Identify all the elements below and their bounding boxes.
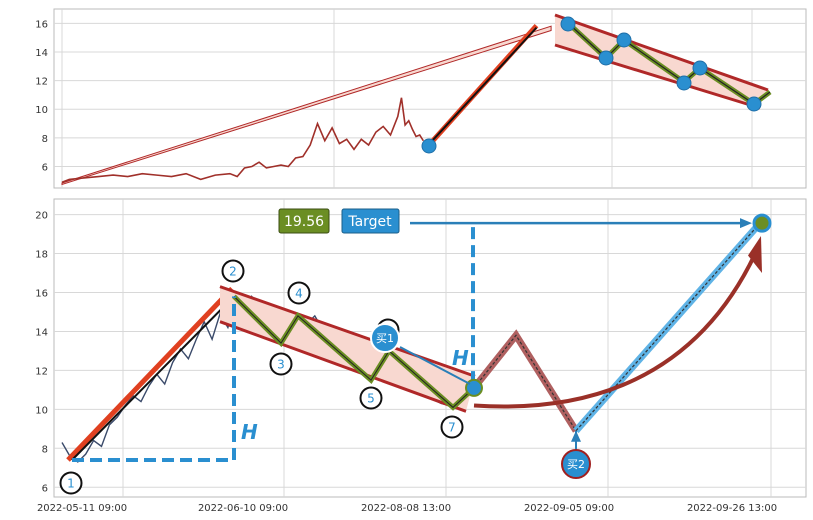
price-value-label: 19.56 [284, 214, 324, 230]
h-label-lower: H [241, 420, 258, 444]
wave-label-3: 3 [277, 358, 285, 372]
top-up-trend [426, 26, 538, 148]
wave-label-1: 1 [67, 477, 75, 491]
h-label-upper: H [452, 346, 469, 370]
chart-annotations: 19.56 Target H H [241, 208, 469, 444]
bottom-ytick-12: 12 [35, 366, 48, 377]
bottom-plot-area [53, 198, 807, 498]
bottom-ytick-18: 18 [35, 250, 48, 261]
wave-label-4: 4 [295, 287, 303, 301]
top-down-channel-upper [554, 13, 769, 92]
top-wave-marker-4 [676, 75, 692, 91]
top-ytick-16: 16 [35, 19, 48, 30]
top-long-channel [61, 25, 552, 186]
top-wave-marker-1 [560, 16, 576, 32]
top-ytick-12: 12 [35, 77, 48, 88]
curve-arrow-head [748, 236, 762, 274]
wave-label-2: 2 [229, 265, 237, 279]
top-wave-marker-5 [692, 60, 708, 76]
top-down-channel-lower [554, 43, 761, 110]
bottom-ytick-14: 14 [35, 327, 48, 338]
wave-label-7: 7 [448, 421, 456, 435]
curve-arrow [473, 246, 760, 409]
target-label: Target [347, 214, 392, 230]
wave-label-5: 5 [367, 392, 375, 406]
top-wave-marker-6 [746, 96, 762, 112]
projection-rise-trace [575, 222, 761, 432]
bottom-down-channel-lower [219, 320, 467, 413]
top-ytick-14: 14 [35, 48, 48, 59]
bottom-wave-trace [233, 296, 475, 409]
bottom-ytick-8: 8 [42, 444, 48, 455]
top-chart-panel: 6 8 10 12 14 16 [35, 8, 807, 189]
bottom-xtick-0: 2022-05-11 09:00 [37, 503, 127, 514]
target-arrow-head [740, 218, 752, 229]
wave-label-circle-3 [269, 352, 293, 376]
bottom-h-measure-lower [72, 296, 236, 462]
bottom-down-channel-upper [219, 285, 476, 378]
buy-label-1: 买1 [376, 332, 394, 345]
top-wave-marker-0 [421, 138, 437, 154]
bottom-xtick-3: 2022-09-05 09:00 [524, 503, 614, 514]
projection-path-trace [473, 334, 577, 432]
top-wave-marker-3 [616, 32, 632, 48]
bottom-up-channel [66, 286, 234, 462]
top-ytick-6: 6 [42, 163, 48, 174]
target-marker [752, 213, 772, 233]
wave-label-circle-1 [59, 471, 83, 495]
buy2-arrow-head [571, 430, 581, 442]
target-box: Target [341, 208, 400, 234]
bottom-xtick-4: 2022-09-26 13:00 [687, 503, 777, 514]
bottom-xtick-1: 2022-06-10 09:00 [198, 503, 288, 514]
bottom-up-trend [71, 295, 235, 461]
buy1-connector [399, 346, 471, 385]
top-price-line [61, 97, 425, 184]
bottom-down-channel-fill [220, 286, 475, 412]
bottom-ytick-6: 6 [42, 483, 48, 494]
top-ytick-10: 10 [35, 105, 48, 116]
buy-marker-1 [370, 323, 400, 353]
buy-marker-2 [561, 449, 591, 479]
wave-label-circle-7 [440, 415, 464, 439]
wave-label-circle-5 [359, 386, 383, 410]
bottom-xtick-2: 2022-08-08 13:00 [361, 503, 451, 514]
top-plot-area [53, 8, 807, 189]
bottom-ytick-16: 16 [35, 288, 48, 299]
bottom-ytick-20: 20 [35, 211, 48, 222]
bottom-ytick-10: 10 [35, 405, 48, 416]
top-wave-marker-2 [598, 50, 614, 66]
wave-label-circle-4 [287, 281, 311, 305]
buy-label-2: 买2 [567, 458, 585, 471]
top-down-channel-fill [555, 15, 768, 107]
top-ytick-8: 8 [42, 134, 48, 145]
price-value-box: 19.56 [278, 208, 330, 234]
wave-label-circle-2 [221, 259, 245, 283]
